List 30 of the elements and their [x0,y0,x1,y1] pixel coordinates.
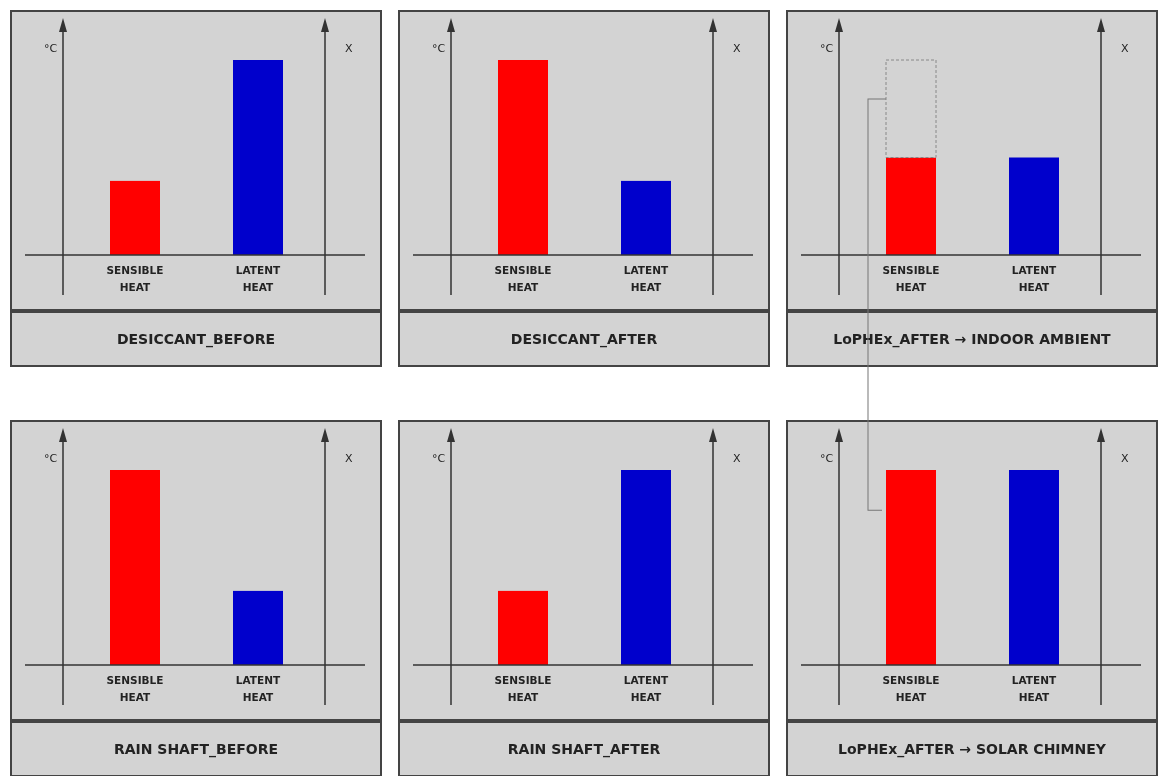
text: DESICCANT_BEFORE [116,331,276,348]
text: LoPHEx_AFTER → SOLAR CHIMNEY [838,741,1107,758]
y-axis-title: °C [432,452,446,465]
text: RAIN SHAFT_BEFORE [113,741,279,758]
x-tick-label: SENSIBLE HEAT [106,674,164,703]
y-axis-title: °C [44,42,58,55]
x-tick-label: SENSIBLE HEAT [106,264,164,293]
x-tick-label: SENSIBLE HEAT [882,264,940,293]
y-axis-title: °C [820,42,834,55]
y-axis-title: °C [432,42,446,55]
x-tick-label: SENSIBLE HEAT [494,674,552,703]
x-tick-label: LATENT HEAT [623,264,669,293]
y2-axis-title: X [1121,42,1129,55]
y2-axis-title: X [345,452,353,465]
text: RAIN SHAFT_AFTER [507,741,661,758]
x-tick-label: LATENT HEAT [235,264,281,293]
x-tick-label: SENSIBLE HEAT [494,264,552,293]
x-tick-label: LATENT HEAT [235,674,281,703]
y2-axis-title: X [1121,452,1129,465]
x-tick-label: LATENT HEAT [1011,264,1057,293]
x-tick-label: SENSIBLE HEAT [882,674,940,703]
y-axis-title: °C [44,452,58,465]
x-tick-label: LATENT HEAT [1011,674,1057,703]
y2-axis-title: X [345,42,353,55]
y-axis-title: °C [820,452,834,465]
y2-axis-title: X [733,452,741,465]
text: DESICCANT_AFTER [510,331,658,348]
x-tick-label: LATENT HEAT [623,674,669,703]
y2-axis-title: X [733,42,741,55]
text: LoPHEx_AFTER → INDOOR AMBIENT [833,331,1112,348]
